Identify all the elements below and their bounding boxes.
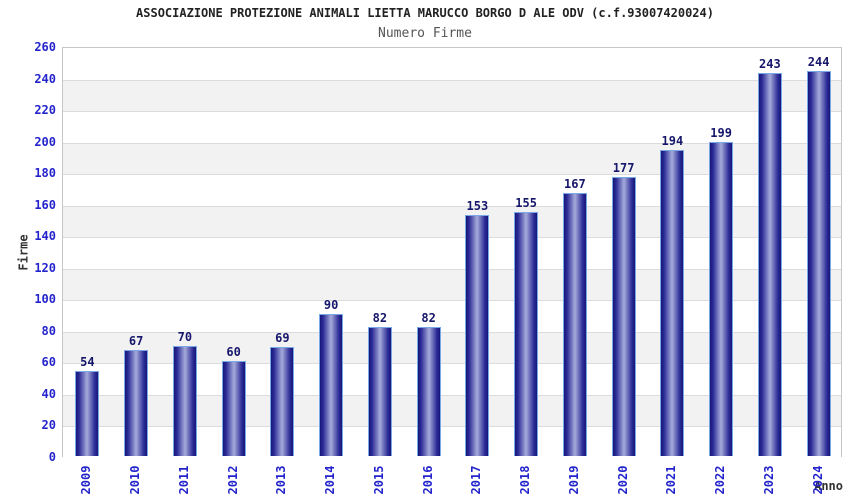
plot-band <box>63 79 841 112</box>
x-tick-label: 2012 <box>225 465 240 495</box>
bar <box>757 72 782 456</box>
y-tick-label: 240 <box>34 71 56 86</box>
x-axis-title: Anno <box>814 479 843 493</box>
bar-value-label: 177 <box>612 160 635 175</box>
bar <box>562 192 587 456</box>
plot-band <box>63 111 841 143</box>
y-tick-label: 80 <box>41 323 56 338</box>
bar-value-label: 155 <box>515 195 537 210</box>
y-tick-label: 200 <box>34 134 56 149</box>
x-tick-label: 2013 <box>274 465 289 495</box>
y-tick-label: 0 <box>48 450 56 464</box>
bar <box>611 176 636 456</box>
bar-value-label: 199 <box>710 126 732 141</box>
x-tick-label: 2017 <box>469 465 484 495</box>
gridline <box>63 331 841 333</box>
x-tick-label: 2021 <box>664 465 679 495</box>
y-tick-label: 140 <box>34 229 56 244</box>
bar-value-label: 194 <box>661 134 684 149</box>
bar-value-label: 69 <box>275 331 290 346</box>
bar <box>514 211 539 456</box>
gridline <box>63 300 841 302</box>
bar-value-label: 67 <box>128 334 144 349</box>
bar <box>709 142 734 456</box>
bar <box>465 214 490 456</box>
chart-title: ASSOCIAZIONE PROTEZIONE ANIMALI LIETTA M… <box>136 6 714 20</box>
bar <box>806 71 831 456</box>
bar <box>319 314 344 456</box>
y-tick-label: 180 <box>34 166 56 181</box>
y-tick-label: 260 <box>34 40 56 54</box>
gridline <box>63 174 841 176</box>
bar-value-label: 70 <box>177 329 193 344</box>
x-tick-label: 2009 <box>79 465 94 495</box>
gridline <box>63 79 841 81</box>
gridline <box>63 363 841 365</box>
bar <box>124 350 149 456</box>
y-tick-label: 100 <box>34 292 56 307</box>
bar <box>367 326 392 456</box>
bar <box>416 326 441 456</box>
y-tick-label: 40 <box>41 386 56 401</box>
y-tick-label: 160 <box>34 197 56 212</box>
bar-value-label: 60 <box>226 345 241 360</box>
x-tick-label: 2011 <box>176 465 191 495</box>
x-tick-label: 2018 <box>518 465 533 495</box>
y-tick-label: 60 <box>41 355 56 370</box>
bar-value-label: 82 <box>372 310 388 325</box>
plot-area: 54 67 70 60 69 90 82 82 153 155 167 177 194 199 243 244 <box>62 47 842 458</box>
x-tick-label: 2014 <box>323 465 338 495</box>
gridline <box>63 205 841 207</box>
x-tick-label: 2010 <box>128 465 143 495</box>
x-tick-label: 2019 <box>566 465 581 495</box>
bar-value-label: 167 <box>564 176 586 191</box>
bar <box>172 345 197 456</box>
bar <box>75 370 100 456</box>
plot-band <box>63 48 841 80</box>
gridline <box>63 394 841 396</box>
x-tick-label: 2022 <box>713 465 728 495</box>
bar-value-label: 244 <box>807 55 830 70</box>
gridline <box>63 142 841 144</box>
chart-subtitle: Numero Firme <box>378 26 472 41</box>
bar-value-label: 243 <box>759 56 781 71</box>
y-tick-label: 120 <box>34 260 56 275</box>
bar <box>660 150 685 456</box>
x-tick-label: 2020 <box>615 465 630 495</box>
x-tick-label: 2023 <box>761 465 776 495</box>
y-tick-label: 220 <box>34 103 56 118</box>
bar <box>270 347 295 456</box>
bar-value-label: 153 <box>466 198 489 213</box>
x-tick-label: 2015 <box>371 465 386 495</box>
bar <box>221 361 246 456</box>
x-tick-label: 2016 <box>420 465 435 495</box>
bar-value-label: 90 <box>323 298 339 313</box>
bar-value-label: 54 <box>80 354 95 369</box>
y-tick-label: 20 <box>41 418 56 433</box>
gridline <box>63 111 841 113</box>
gridline <box>63 237 841 239</box>
gridline <box>63 268 841 270</box>
x-tick-label: 2024 <box>810 465 825 495</box>
gridline <box>63 426 841 428</box>
bar-value-label: 82 <box>421 310 436 325</box>
